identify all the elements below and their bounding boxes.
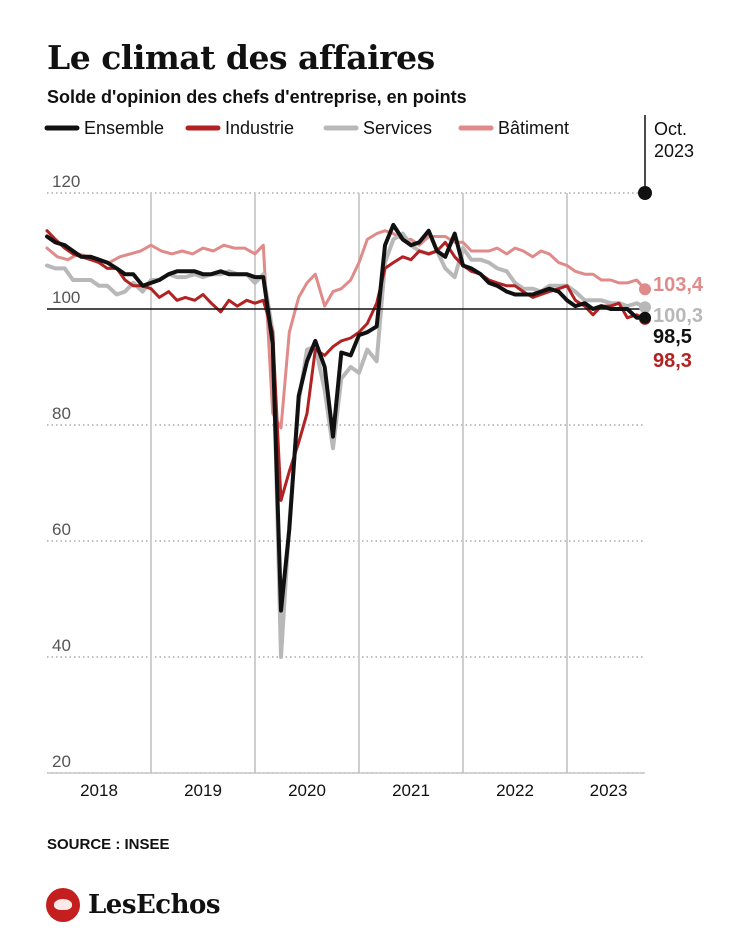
date-marker-label: 2023 bbox=[654, 141, 694, 161]
series-line bbox=[45, 229, 647, 502]
series-line bbox=[45, 231, 647, 659]
end-value-label: 100,3 bbox=[653, 305, 703, 327]
x-tick-label: 2023 bbox=[590, 781, 628, 800]
date-marker-label: Oct. bbox=[654, 119, 687, 139]
series-line bbox=[45, 222, 647, 613]
series-line bbox=[45, 229, 647, 430]
x-tick-label: 2022 bbox=[496, 781, 534, 800]
chart-title: Le climat des affaires bbox=[47, 38, 435, 77]
legend-label: Services bbox=[363, 118, 432, 138]
series-end-dot bbox=[639, 301, 651, 314]
y-tick-label: 40 bbox=[52, 636, 71, 655]
brand-logo-icon bbox=[46, 888, 80, 922]
brand-logo: LesEchos bbox=[46, 888, 221, 922]
x-tick-label: 2020 bbox=[288, 781, 326, 800]
legend-label: Bâtiment bbox=[498, 118, 569, 138]
source-note: SOURCE : INSEE bbox=[47, 836, 170, 853]
x-tick-label: 2018 bbox=[80, 781, 118, 800]
end-value-label: 98,3 bbox=[653, 350, 692, 372]
brand-logo-text: LesEchos bbox=[88, 890, 221, 920]
y-tick-label: 120 bbox=[52, 172, 80, 191]
date-marker-dot bbox=[638, 186, 652, 200]
series-end-dot bbox=[639, 311, 651, 324]
end-value-label: 98,5 bbox=[653, 326, 692, 348]
y-tick-label: 60 bbox=[52, 520, 71, 539]
y-tick-label: 80 bbox=[52, 404, 71, 423]
series-end-dot bbox=[639, 283, 651, 296]
y-tick-label: 100 bbox=[52, 288, 80, 307]
legend-label: Ensemble bbox=[84, 118, 164, 138]
chart-subtitle: Solde d'opinion des chefs d'entreprise, … bbox=[47, 87, 467, 107]
y-tick-label: 20 bbox=[52, 752, 71, 771]
legend-label: Industrie bbox=[225, 118, 294, 138]
end-value-label: 103,4 bbox=[653, 274, 704, 296]
x-tick-label: 2019 bbox=[184, 781, 222, 800]
x-tick-label: 2021 bbox=[392, 781, 430, 800]
